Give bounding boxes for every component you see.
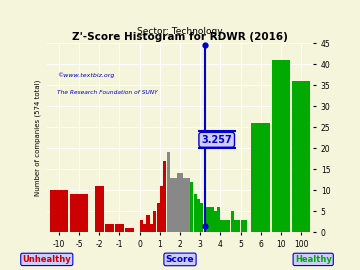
Text: Score: Score	[166, 255, 194, 264]
Bar	[160, 186, 163, 232]
Text: The Research Foundation of SUNY: The Research Foundation of SUNY	[58, 90, 158, 95]
Text: Healthy: Healthy	[295, 255, 332, 264]
Title: Z'-Score Histogram for RDWR (2016): Z'-Score Histogram for RDWR (2016)	[72, 32, 288, 42]
Bar	[207, 207, 210, 232]
Bar	[177, 173, 180, 232]
Bar	[254, 220, 260, 232]
Bar	[70, 194, 88, 232]
Text: 3.257: 3.257	[201, 135, 232, 145]
Bar	[167, 152, 170, 232]
Bar	[200, 203, 203, 232]
Bar	[105, 224, 114, 232]
Bar	[272, 60, 290, 232]
Bar	[163, 161, 166, 232]
Bar	[150, 224, 153, 232]
Bar	[227, 220, 230, 232]
Bar	[210, 207, 213, 232]
Bar	[180, 173, 183, 232]
Bar	[143, 224, 146, 232]
Bar	[95, 186, 104, 232]
Bar	[224, 220, 227, 232]
Bar	[231, 211, 234, 232]
Text: Sector: Technology: Sector: Technology	[137, 27, 223, 36]
Bar	[157, 203, 160, 232]
Bar	[125, 228, 134, 232]
Bar	[214, 211, 217, 232]
Bar	[234, 220, 237, 232]
Bar	[204, 207, 207, 232]
Y-axis label: Number of companies (574 total): Number of companies (574 total)	[34, 79, 41, 196]
Text: Unhealthy: Unhealthy	[22, 255, 71, 264]
Bar	[170, 178, 173, 232]
Bar	[140, 220, 143, 232]
Bar	[217, 207, 220, 232]
Bar	[190, 182, 193, 232]
Bar	[237, 220, 240, 232]
Bar	[153, 211, 156, 232]
Bar	[174, 178, 176, 232]
Bar	[292, 81, 310, 232]
Bar	[184, 178, 186, 232]
Bar	[50, 190, 68, 232]
Bar	[251, 123, 270, 232]
Bar	[197, 199, 200, 232]
Bar	[115, 224, 124, 232]
Bar	[187, 178, 190, 232]
Bar	[147, 215, 150, 232]
Bar	[220, 220, 224, 232]
Text: ©www.textbiz.org: ©www.textbiz.org	[58, 73, 115, 78]
Bar	[194, 194, 197, 232]
Bar	[241, 220, 247, 232]
